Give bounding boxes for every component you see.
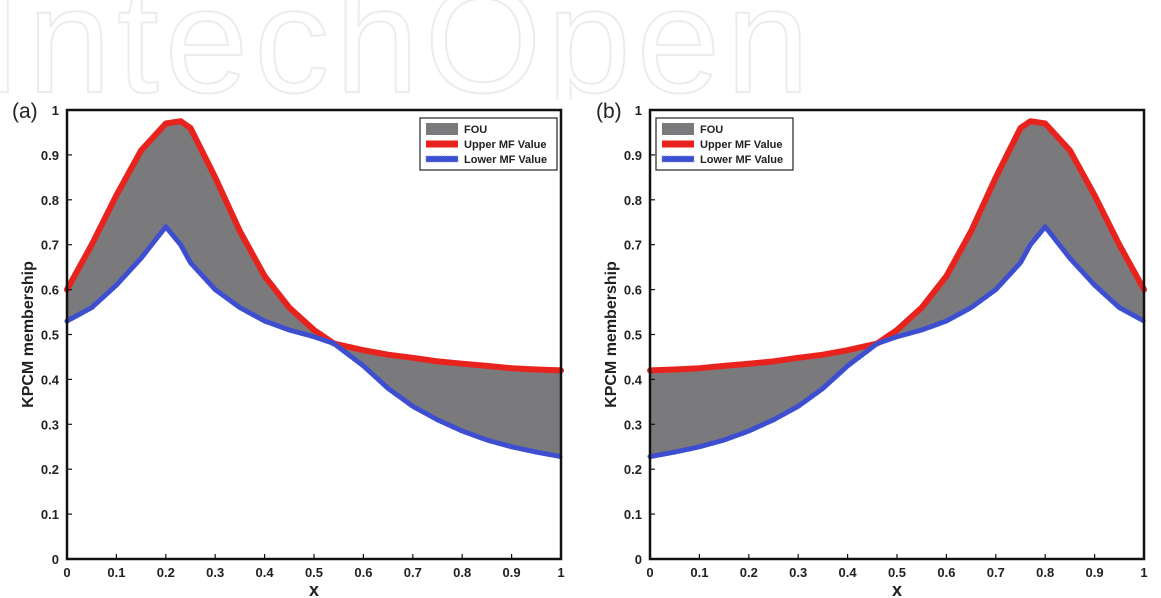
x-axis-label: x (309, 580, 319, 598)
legend-label: FOU (464, 124, 487, 136)
y-tick-label: 0.2 (624, 462, 642, 477)
lower-mf-line (647, 224, 1147, 460)
legend-label: Upper MF Value (700, 139, 783, 151)
x-tick-label: 0.3 (789, 565, 807, 580)
y-tick-label: 1 (52, 103, 59, 118)
legend-label: Upper MF Value (464, 139, 547, 151)
x-tick-label: 0.2 (740, 565, 758, 580)
y-tick-label: 0.9 (41, 148, 59, 163)
x-tick-label: 0.8 (453, 565, 471, 580)
y-tick-label: 1 (635, 103, 642, 118)
y-tick-label: 0.9 (624, 148, 642, 163)
y-tick-label: 0.2 (41, 462, 59, 477)
x-tick-label: 0.1 (690, 565, 708, 580)
legend-label: Lower MF Value (464, 154, 547, 166)
x-tick-label: 1 (1140, 565, 1147, 580)
x-axis-label: x (892, 580, 902, 598)
x-tick-label: 0.6 (937, 565, 955, 580)
x-tick-label: 0.7 (987, 565, 1005, 580)
legend-label: FOU (700, 124, 723, 136)
x-tick-label: 0.6 (354, 565, 372, 580)
x-tick-label: 0.8 (1036, 565, 1054, 580)
x-tick-label: 0.5 (305, 565, 323, 580)
y-tick-label: 0.4 (41, 372, 60, 387)
legend-swatch-fou (426, 123, 458, 135)
legend-swatch-fou (662, 123, 694, 135)
x-tick-label: 0.1 (107, 565, 125, 580)
y-tick-label: 0 (52, 552, 59, 567)
y-axis-label: KPCM membership (603, 261, 620, 408)
y-tick-label: 0.8 (41, 193, 59, 208)
y-tick-label: 0.6 (624, 283, 642, 298)
x-tick-label: 0.4 (839, 565, 858, 580)
y-tick-label: 0.5 (41, 328, 59, 343)
legend-swatch-lower (425, 155, 459, 163)
legend-swatch-lower (661, 155, 695, 163)
x-tick-label: 1 (557, 565, 564, 580)
watermark-text: IntechOpen (0, 0, 816, 100)
upper-mf-line (647, 118, 1147, 374)
y-tick-label: 0.1 (624, 507, 642, 522)
x-tick-label: 0 (646, 565, 653, 580)
x-tick-label: 0.9 (503, 565, 521, 580)
x-tick-label: 0.7 (404, 565, 422, 580)
y-axis-label: KPCM membership (20, 261, 37, 408)
x-tick-label: 0.9 (1086, 565, 1104, 580)
y-tick-label: 0.7 (624, 238, 642, 253)
watermark: IntechOpen (0, 0, 816, 100)
upper-mf-line (64, 118, 564, 374)
x-tick-label: 0 (63, 565, 70, 580)
y-tick-label: 0.3 (41, 417, 59, 432)
legend-label: Lower MF Value (700, 154, 783, 166)
x-tick-label: 0.5 (888, 565, 906, 580)
fou-area (67, 121, 561, 457)
y-tick-label: 0.7 (41, 238, 59, 253)
y-tick-label: 0.3 (624, 417, 642, 432)
y-tick-label: 0.6 (41, 283, 59, 298)
lower-mf-line (64, 224, 564, 460)
x-tick-label: 0.3 (206, 565, 224, 580)
y-tick-label: 0.4 (624, 372, 643, 387)
legend-swatch-upper (426, 140, 458, 148)
legend-swatch-upper (662, 140, 694, 148)
panel-label-a: (a) (12, 100, 38, 123)
x-tick-label: 0.2 (157, 565, 175, 580)
y-tick-label: 0.5 (624, 328, 642, 343)
y-tick-label: 0 (635, 552, 642, 567)
panel-label-b: (b) (596, 100, 622, 123)
x-tick-label: 0.4 (256, 565, 275, 580)
fou-area (650, 121, 1144, 457)
y-tick-label: 0.1 (41, 507, 59, 522)
y-tick-label: 0.8 (624, 193, 642, 208)
